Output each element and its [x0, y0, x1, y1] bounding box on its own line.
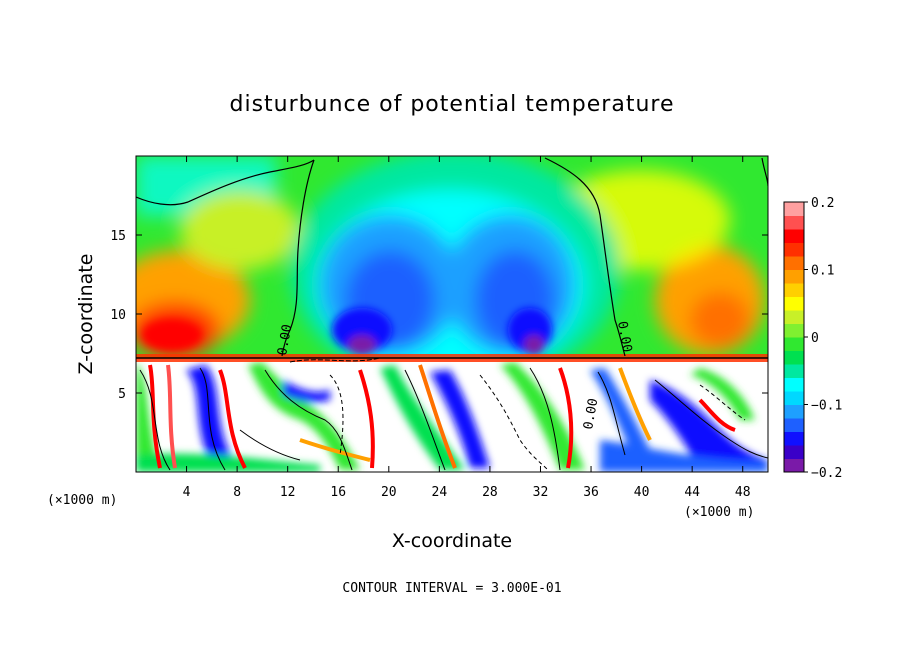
colorbar-tick-label: 0.1: [811, 264, 834, 279]
x-tick-label: 20: [381, 485, 397, 500]
lower-field: [136, 358, 768, 472]
colorbar-bin: [784, 269, 804, 284]
x-tick-label: 4: [183, 485, 191, 500]
interface-layer: [136, 354, 768, 363]
colorbar-bin: [784, 418, 804, 432]
x-axis: 4 8 12 16 20 24 28 32 36 40 44 48: [183, 156, 751, 500]
colorbar-tick-label: −0.1: [811, 399, 842, 414]
x-axis-label: X-coordinate: [392, 530, 512, 552]
contour-label: 0.00: [614, 320, 634, 353]
colorbar-bin: [784, 229, 804, 243]
colorbar-bin: [784, 377, 804, 392]
colorbar-bin: [784, 283, 804, 297]
x-tick-label: 12: [280, 485, 296, 500]
colorbar-bin: [784, 215, 804, 230]
colorbar-bin: [784, 445, 804, 459]
x-tick-label: 24: [432, 485, 448, 500]
colorbar-bin: [784, 310, 804, 324]
colorbar-bin: [784, 256, 804, 270]
zero-contours: [136, 157, 768, 357]
x-tick-label: 16: [330, 485, 346, 500]
x-tick-label: 36: [583, 485, 599, 500]
colorbar-tick-label: 0: [811, 331, 819, 346]
colorbar-tick-label: 0.2: [811, 196, 834, 211]
y-axis: 5 10 15: [110, 229, 768, 402]
colorbar-bin: [784, 458, 804, 473]
colorbar-tick-label: −0.2: [811, 466, 842, 481]
colorbar-bin: [784, 350, 804, 365]
colorbar-bin: [784, 404, 804, 419]
x-tick-label: 44: [684, 485, 700, 500]
x-unit-left: (×1000 m): [47, 493, 117, 508]
x-tick-label: 28: [482, 485, 498, 500]
contour-interval-note: CONTOUR INTERVAL = 3.000E-01: [342, 581, 561, 596]
chart-title: disturbunce of potential temperature: [230, 92, 675, 117]
contour-label: 0.00: [581, 397, 601, 430]
colorbar-bin: [784, 296, 804, 311]
y-tick-label: 5: [118, 387, 126, 402]
x-tick-label: 8: [233, 485, 241, 500]
colorbar-bin: [784, 364, 804, 378]
upper-field: [136, 156, 768, 390]
plot-area: 0.00 0.00 0.00: [136, 156, 768, 472]
x-tick-label: 40: [634, 485, 650, 500]
y-tick-label: 10: [110, 308, 126, 323]
colorbar-bin: [784, 391, 804, 405]
y-axis-label: Z-coordinate: [75, 254, 97, 375]
x-unit-right: (×1000 m): [684, 505, 754, 520]
colorbar-bin: [784, 202, 804, 216]
x-tick-label: 48: [735, 485, 751, 500]
colorbar-bin: [784, 431, 804, 446]
colorbar-bin: [784, 323, 804, 338]
contour-label: 0.00: [275, 323, 295, 356]
colorbar: 0.2 0.1 0 −0.1 −0.2: [783, 196, 842, 481]
x-tick-label: 32: [533, 485, 549, 500]
colorbar-bin: [784, 337, 804, 351]
colorbar-bin: [784, 242, 804, 257]
y-tick-label: 15: [110, 229, 126, 244]
